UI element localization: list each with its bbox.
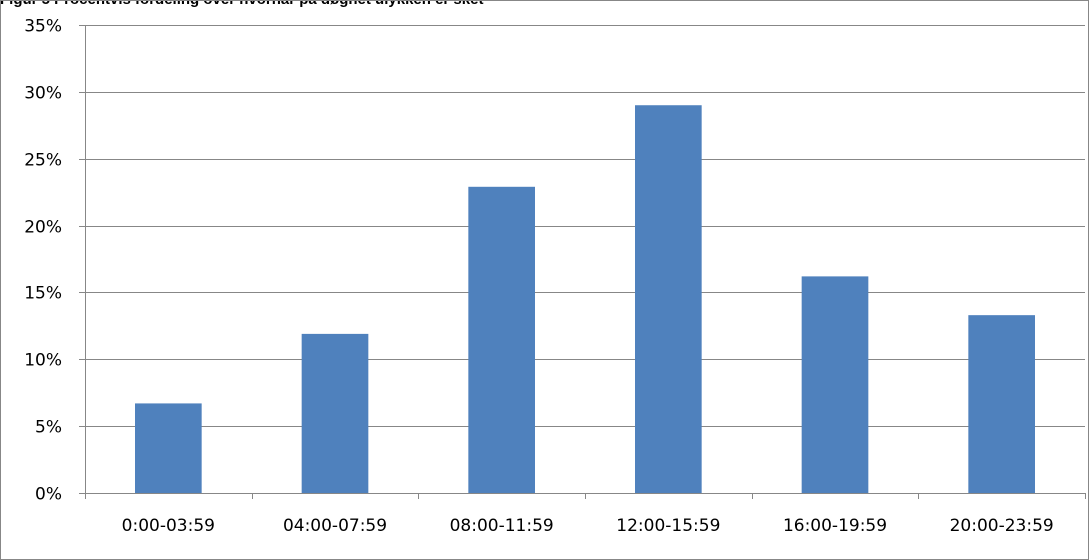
x-tick-label: 04:00-07:59 — [283, 516, 387, 536]
y-tick-label: 35% — [24, 17, 62, 37]
x-tick-label: 0:00-03:59 — [122, 516, 215, 536]
y-tick-label: 20% — [24, 218, 62, 238]
y-tick-label: 25% — [24, 151, 62, 171]
y-tick-label: 10% — [24, 351, 62, 371]
bar — [135, 403, 202, 493]
bar — [301, 333, 369, 493]
bar — [968, 315, 1035, 493]
x-tick-label: 20:00-23:59 — [950, 516, 1054, 536]
y-tick-label: 15% — [24, 284, 62, 304]
y-tick-label: 0% — [35, 485, 62, 505]
y-tick-label: 5% — [35, 418, 62, 438]
y-tick-label: 30% — [24, 84, 62, 104]
x-tick-label: 16:00-19:59 — [783, 516, 887, 536]
bar — [635, 105, 702, 493]
bar — [801, 276, 869, 493]
chart-title: Figur 5 Procentvis fordeling over hvornå… — [0, 0, 1089, 9]
bar — [468, 186, 535, 493]
x-tick-label: 12:00-15:59 — [616, 516, 720, 536]
x-tick-label: 08:00-11:59 — [450, 516, 554, 536]
